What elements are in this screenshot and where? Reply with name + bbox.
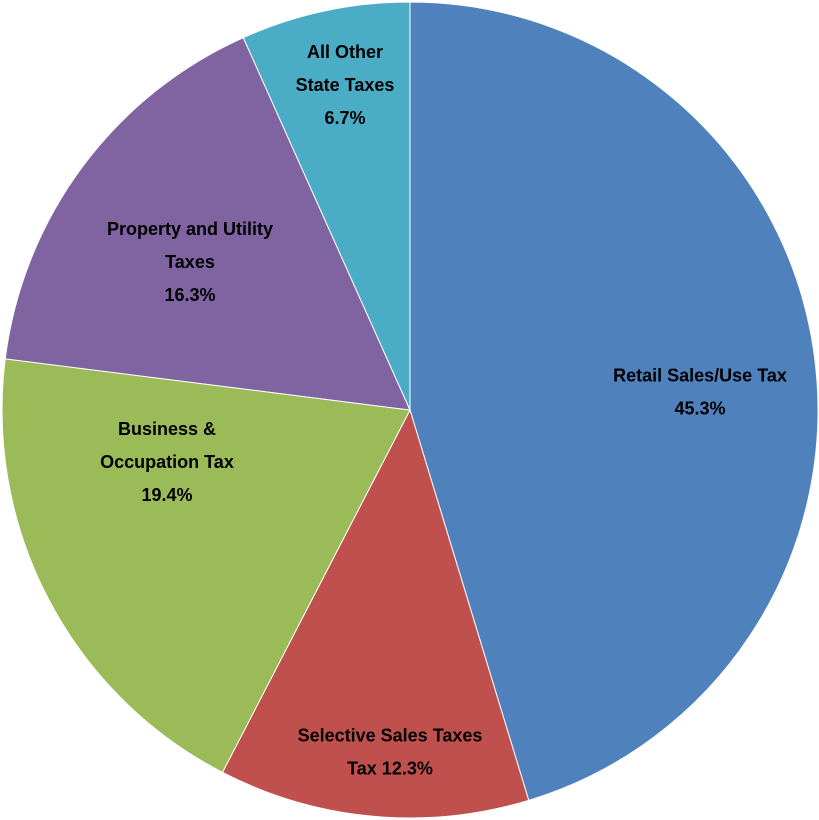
slice-label: All Other (307, 42, 383, 62)
pie-slice (1, 358, 411, 774)
slice-label: Business & (118, 419, 216, 439)
pie-slice (409, 1, 819, 801)
value-label: 6.7% (324, 108, 365, 128)
value-label: Tax 12.3% (347, 758, 433, 778)
pie-slice (4, 36, 411, 411)
value-label: 16.3% (164, 285, 215, 305)
slice-label: Selective Sales Taxes (298, 725, 483, 745)
pie-slice (221, 408, 530, 819)
slice-label: State Taxes (296, 75, 395, 95)
slice-label: Taxes (165, 252, 215, 272)
slice-label: Occupation Tax (100, 452, 234, 472)
slice-label: Retail Sales/Use Tax (613, 365, 787, 385)
value-label: 19.4% (141, 485, 192, 505)
slice-label: Property and Utility (107, 219, 273, 239)
value-label: 45.3% (674, 398, 725, 418)
pie-slice (242, 1, 411, 411)
